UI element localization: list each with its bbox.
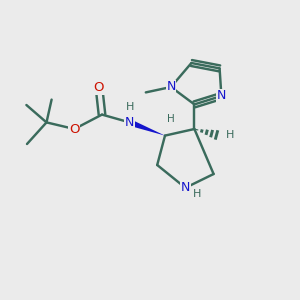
Text: H: H xyxy=(193,189,202,200)
Text: N: N xyxy=(166,80,176,94)
Text: H: H xyxy=(226,130,234,140)
Text: N: N xyxy=(181,181,190,194)
Text: H: H xyxy=(125,102,134,112)
Text: N: N xyxy=(125,116,134,129)
Text: H: H xyxy=(167,114,175,124)
Text: O: O xyxy=(94,81,104,94)
Text: N: N xyxy=(217,89,226,103)
Text: O: O xyxy=(69,122,80,136)
Polygon shape xyxy=(128,119,165,136)
